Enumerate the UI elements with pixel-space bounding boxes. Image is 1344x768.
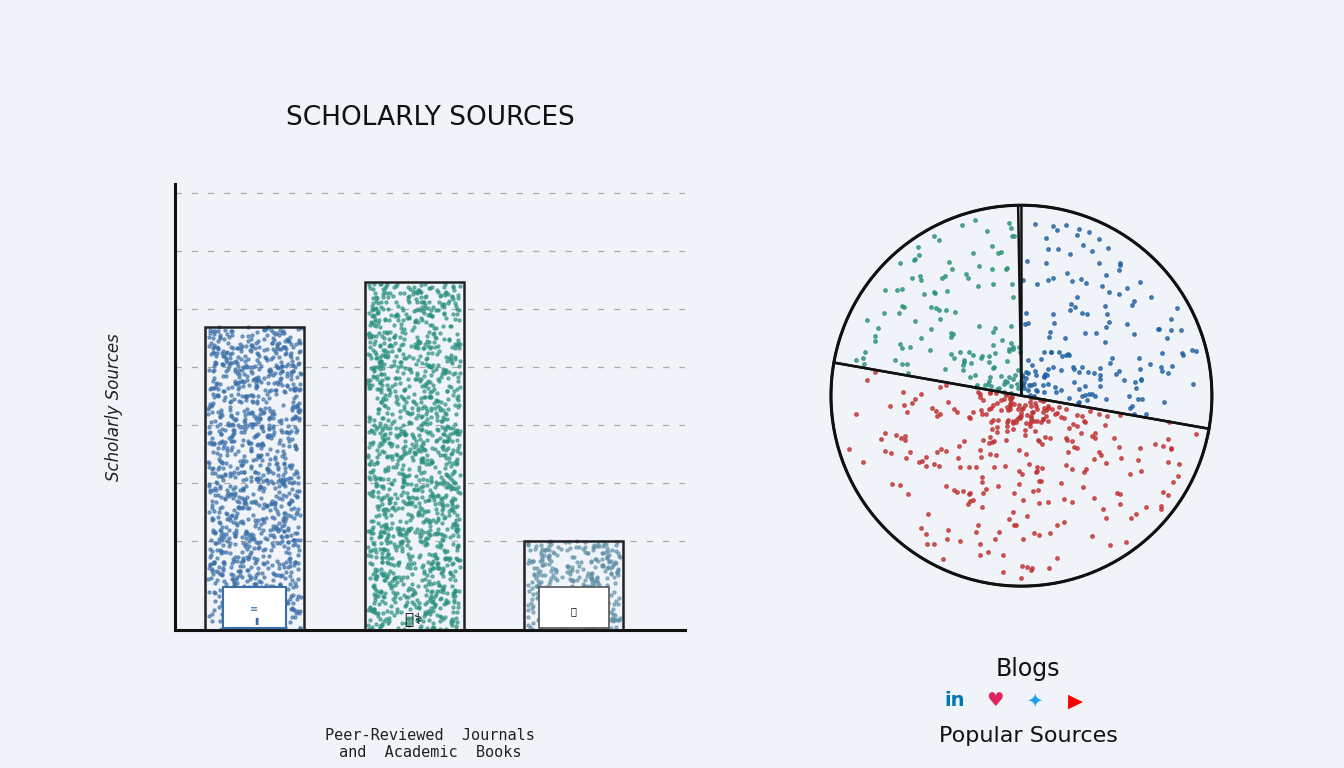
Bar (364, 283, 464, 630)
Text: ♥: ♥ (985, 691, 1004, 710)
Text: 🖥: 🖥 (571, 607, 577, 617)
Text: Popular Sources: Popular Sources (938, 726, 1118, 746)
Bar (206, 327, 304, 630)
Text: Peer-Reviewed  Journals
and  Academic  Books: Peer-Reviewed Journals and Academic Book… (325, 728, 535, 760)
Text: ▐: ▐ (251, 618, 257, 625)
Text: ✦: ✦ (1027, 691, 1043, 710)
Bar (539, 588, 609, 627)
Text: 🧑‍⚕️: 🧑‍⚕️ (406, 613, 423, 627)
Bar (223, 588, 286, 627)
Text: SCHOLARLY SOURCES: SCHOLARLY SOURCES (286, 105, 574, 131)
Text: in: in (943, 691, 965, 710)
Text: Blogs: Blogs (996, 657, 1060, 680)
Text: Scholarly Sources: Scholarly Sources (105, 333, 124, 481)
Bar (524, 541, 624, 630)
Text: ▶: ▶ (1067, 691, 1083, 710)
Text: ≡: ≡ (250, 604, 258, 614)
